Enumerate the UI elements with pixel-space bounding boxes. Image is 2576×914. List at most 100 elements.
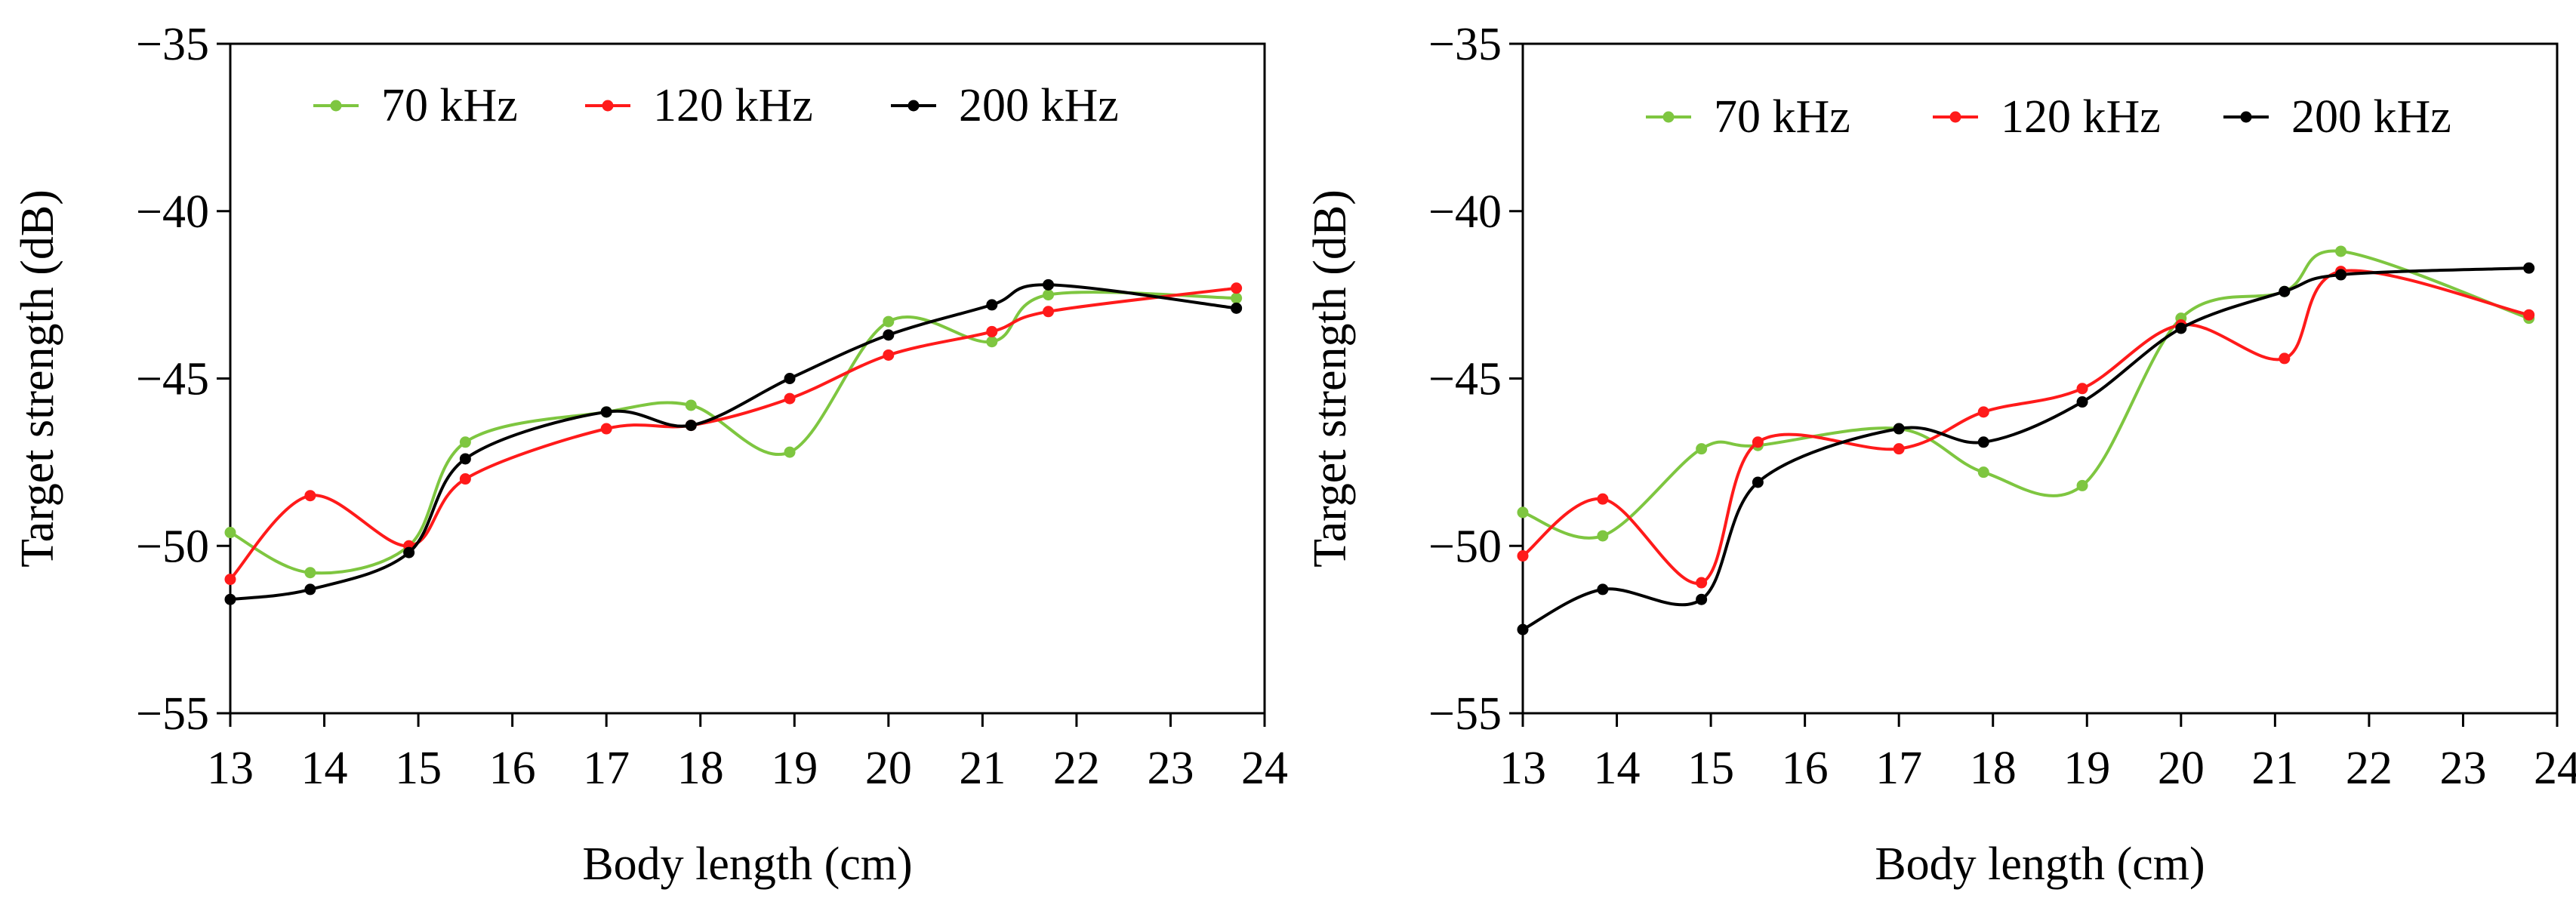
legend-label: 70 kHz: [381, 80, 518, 131]
series-line: [230, 283, 1237, 602]
legend-marker: [1662, 111, 1675, 123]
plot-frame: [229, 42, 1266, 715]
data-point: [1977, 436, 1989, 448]
data-point: [1977, 466, 1989, 479]
x-tick-label: 17: [583, 743, 630, 794]
data-point: [459, 436, 471, 448]
x-tick-label: 13: [1499, 743, 1546, 794]
data-point: [883, 329, 895, 341]
x-tick-label: 23: [2439, 743, 2486, 794]
data-point: [1517, 550, 1529, 562]
data-point: [2076, 396, 2088, 408]
data-point: [1977, 406, 1989, 418]
data-point: [459, 453, 471, 465]
data-point: [2076, 383, 2088, 395]
data-point: [2076, 479, 2088, 491]
x-tick-label: 18: [677, 743, 724, 794]
chart-panel-1: 13 14 15 16 17 18 19 20 21 22 23 24 −35 −40 −45 −50 −55 B…: [12, 19, 1288, 890]
data-point: [1231, 302, 1243, 314]
x-axis-title: Body length (cm): [582, 839, 912, 890]
data-point: [986, 325, 998, 337]
data-point: [685, 420, 697, 432]
legend-item: 200 kHz: [2223, 91, 2451, 143]
x-tick-label: 22: [2346, 743, 2393, 794]
x-tick-label: 21: [2251, 743, 2298, 794]
x-tick-label: 16: [1782, 743, 1829, 794]
data-point: [2523, 309, 2535, 321]
data-point: [2523, 262, 2535, 274]
y-axis-title: Target strength (dB): [12, 189, 63, 568]
legend-label: 200 kHz: [2291, 91, 2451, 143]
data-point: [1043, 289, 1055, 301]
data-point: [1043, 279, 1055, 291]
x-tick-label: 16: [489, 743, 536, 794]
x-tick-label: 14: [301, 743, 348, 794]
x-tick-label: 15: [395, 743, 442, 794]
legend-marker: [907, 100, 920, 112]
data-point: [1517, 623, 1529, 635]
data-point: [2279, 285, 2291, 297]
data-point: [2279, 352, 2291, 365]
data-point: [1231, 292, 1243, 304]
data-point: [784, 446, 796, 458]
x-tick-label: 21: [959, 743, 1006, 794]
series-line: [1521, 269, 2530, 585]
data-point: [1231, 282, 1243, 294]
legend-marker: [330, 100, 342, 112]
series-120-khz: [1517, 266, 2535, 589]
data-point: [784, 392, 796, 405]
legend-marker: [602, 100, 614, 112]
data-point: [459, 473, 471, 485]
series-line: [230, 291, 1237, 575]
x-tick-label: 22: [1053, 743, 1100, 794]
legend-label: 70 kHz: [1714, 91, 1850, 143]
data-point: [986, 299, 998, 311]
data-point: [1696, 443, 1708, 455]
legend-item: 200 kHz: [891, 80, 1119, 131]
x-tick-label: 24: [2534, 743, 2576, 794]
data-point: [304, 583, 316, 595]
data-point: [224, 593, 236, 605]
data-point: [1597, 493, 1609, 505]
legend-label: 120 kHz: [2001, 91, 2161, 143]
series-70-khz: [224, 289, 1243, 579]
data-point: [600, 423, 612, 435]
data-point: [784, 373, 796, 384]
series-line: [1522, 266, 2529, 631]
data-point: [883, 349, 895, 361]
series-line: [1522, 249, 2530, 540]
x-tick-label: 20: [865, 743, 912, 794]
data-point: [685, 399, 697, 411]
x-tick-label: 19: [771, 743, 818, 794]
x-tick-label: 13: [207, 743, 254, 794]
legend-label: 120 kHz: [653, 80, 813, 131]
y-tick-label: −40: [136, 186, 209, 238]
data-point: [1893, 423, 1905, 435]
chart-panel-2: 13 14 15 16 17 18 19 20 21 22 23 24 −35 −40 −45 −50 −55 B…: [1305, 19, 2576, 890]
x-tick-label: 17: [1875, 743, 1922, 794]
series-200-khz: [224, 279, 1243, 605]
data-point: [1597, 530, 1609, 542]
data-point: [986, 336, 998, 348]
data-point: [1696, 593, 1708, 605]
y-axis-title: Target strength (dB): [1305, 189, 1356, 568]
data-point: [1752, 476, 1764, 488]
data-point: [2335, 245, 2347, 257]
data-point: [1893, 443, 1905, 455]
x-tick-label: 18: [1970, 743, 2017, 794]
legend-item: 120 kHz: [1933, 91, 2161, 143]
legend-item: 70 kHz: [1646, 91, 1850, 143]
x-tick-label: 20: [2158, 743, 2205, 794]
data-point: [1752, 436, 1764, 448]
data-point: [304, 490, 316, 502]
data-point: [224, 527, 236, 539]
series-120-khz: [224, 282, 1243, 586]
series-70-khz: [1517, 245, 2535, 542]
y-tick-label: −55: [1428, 688, 1502, 740]
y-tick-label: −35: [1428, 19, 1502, 70]
legend-marker: [2240, 111, 2252, 123]
data-point: [403, 546, 415, 559]
series-line: [229, 286, 1237, 580]
y-tick-label: −45: [1428, 354, 1502, 405]
x-tick-label: 15: [1687, 743, 1734, 794]
